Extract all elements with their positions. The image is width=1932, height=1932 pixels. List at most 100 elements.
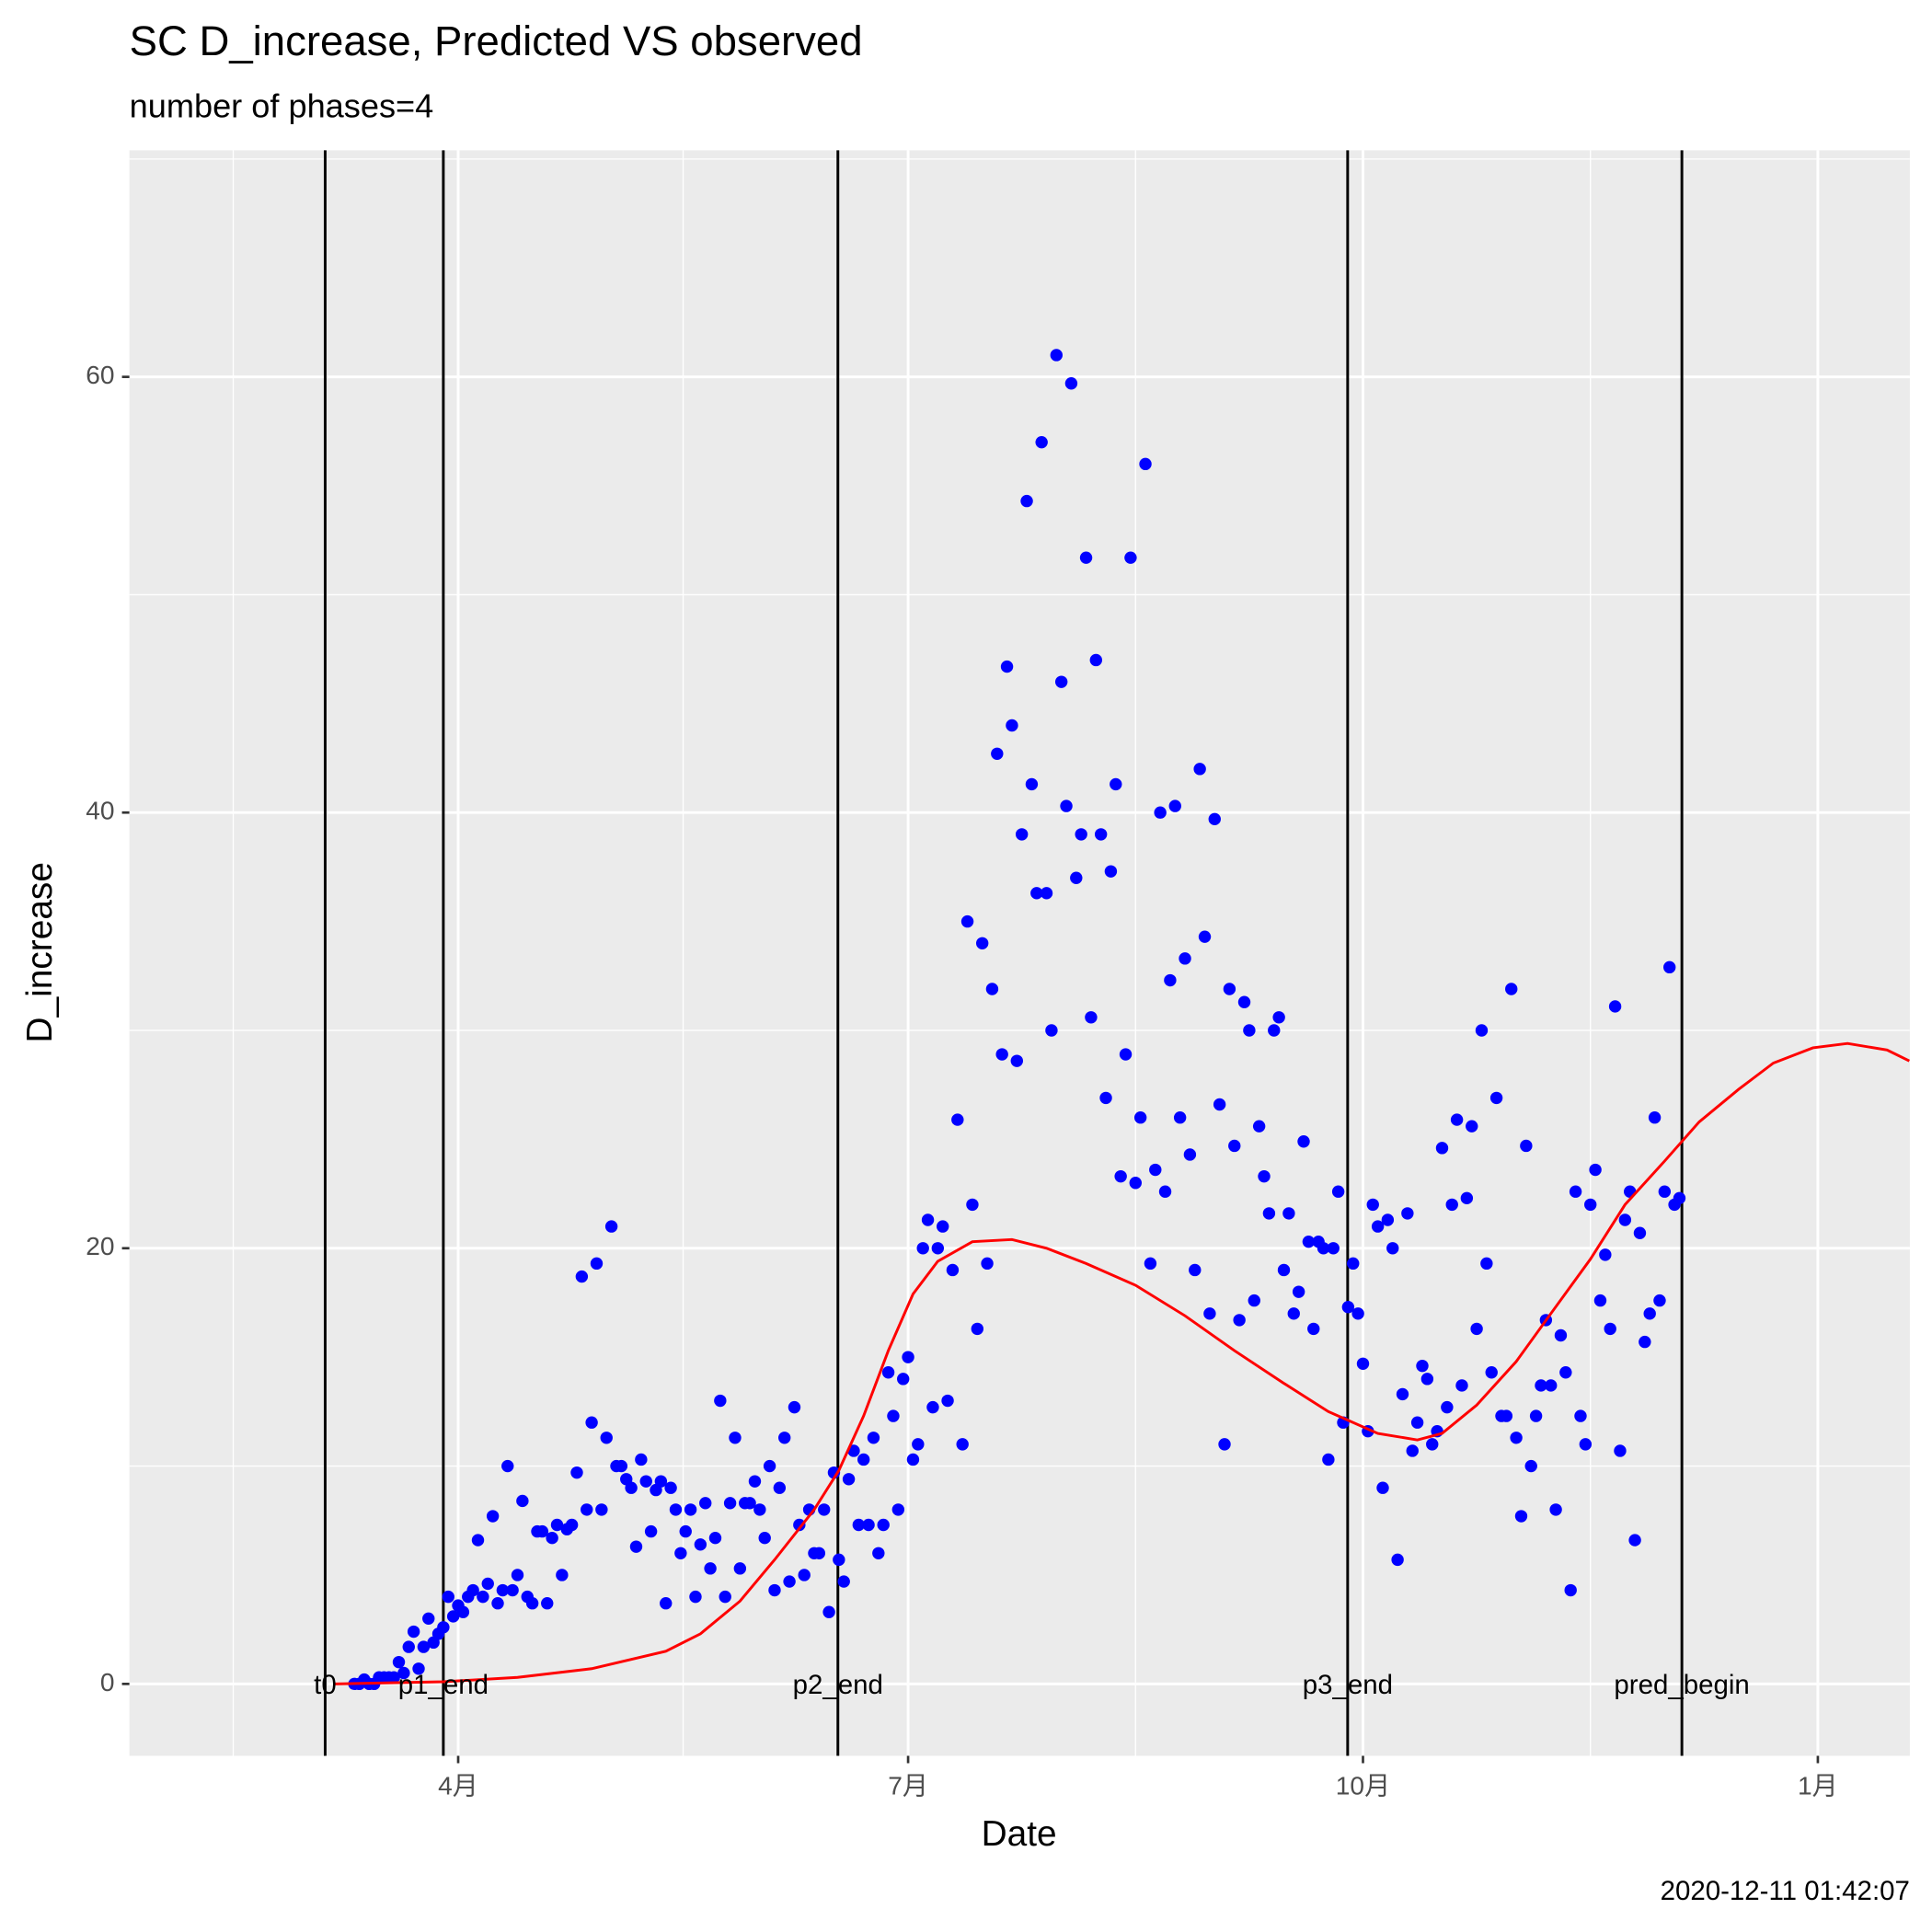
observed-point bbox=[1302, 1235, 1316, 1248]
observed-point bbox=[872, 1547, 885, 1559]
grid bbox=[129, 150, 1910, 1756]
observed-point bbox=[1025, 777, 1039, 791]
observed-point bbox=[960, 914, 974, 928]
observed-point bbox=[1233, 1314, 1246, 1327]
phase-label: p1_end bbox=[398, 1670, 489, 1700]
observed-point bbox=[1139, 457, 1152, 471]
observed-point bbox=[1628, 1534, 1641, 1547]
observed-point bbox=[1124, 551, 1137, 564]
observed-point bbox=[763, 1459, 776, 1473]
observed-point bbox=[887, 1409, 900, 1422]
observed-point bbox=[575, 1270, 589, 1283]
observed-point bbox=[1075, 828, 1087, 841]
observed-point bbox=[1524, 1459, 1537, 1473]
observed-point bbox=[1510, 1432, 1523, 1444]
observed-point bbox=[719, 1590, 731, 1604]
observed-point bbox=[1356, 1357, 1370, 1370]
observed-point bbox=[437, 1621, 450, 1634]
x-tick-label: 7月 bbox=[888, 1772, 928, 1800]
observed-point bbox=[1396, 1387, 1409, 1401]
observed-point bbox=[1470, 1322, 1483, 1336]
observed-point bbox=[1593, 1294, 1607, 1307]
observed-point bbox=[600, 1432, 613, 1444]
observed-point bbox=[1569, 1185, 1582, 1198]
observed-point bbox=[862, 1518, 875, 1532]
observed-point bbox=[1401, 1207, 1414, 1220]
observed-point bbox=[1089, 653, 1102, 667]
observed-point bbox=[1208, 812, 1221, 826]
observed-point bbox=[541, 1597, 554, 1610]
observed-point bbox=[793, 1518, 806, 1532]
observed-point bbox=[881, 1366, 895, 1379]
observed-point bbox=[595, 1503, 608, 1516]
phase-label: p3_end bbox=[1303, 1670, 1393, 1700]
observed-point bbox=[1006, 719, 1018, 732]
y-tick-label: 40 bbox=[86, 797, 114, 825]
observed-point bbox=[916, 1242, 929, 1255]
observed-point bbox=[1406, 1444, 1419, 1457]
observed-point bbox=[975, 937, 989, 949]
observed-point bbox=[1426, 1438, 1439, 1451]
observed-point bbox=[931, 1242, 945, 1255]
observed-point bbox=[971, 1322, 984, 1336]
observed-point bbox=[639, 1475, 652, 1488]
observed-point bbox=[1322, 1453, 1335, 1466]
observed-point bbox=[1549, 1503, 1562, 1516]
observed-point bbox=[1450, 1113, 1464, 1126]
y-tick-label: 60 bbox=[86, 361, 114, 389]
observed-point bbox=[891, 1503, 905, 1516]
observed-point bbox=[1475, 1024, 1489, 1037]
y-tick-label: 20 bbox=[86, 1232, 114, 1260]
observed-point bbox=[1020, 494, 1033, 508]
observed-point bbox=[1258, 1169, 1271, 1183]
observed-point bbox=[1618, 1213, 1632, 1226]
observed-point bbox=[1114, 1169, 1127, 1183]
observed-point bbox=[1164, 973, 1177, 987]
observed-point bbox=[1529, 1409, 1543, 1422]
observed-point bbox=[1168, 799, 1181, 812]
observed-point bbox=[407, 1625, 420, 1639]
observed-point bbox=[981, 1257, 994, 1271]
observed-point bbox=[1193, 763, 1206, 776]
observed-point bbox=[570, 1466, 583, 1479]
observed-point bbox=[1445, 1198, 1458, 1212]
observed-point bbox=[946, 1263, 960, 1277]
observed-point bbox=[615, 1459, 628, 1473]
observed-point bbox=[783, 1575, 796, 1588]
observed-point bbox=[442, 1590, 454, 1604]
observed-point bbox=[926, 1400, 939, 1414]
observed-point bbox=[1262, 1207, 1276, 1220]
observed-point bbox=[660, 1597, 673, 1610]
observed-point bbox=[1535, 1379, 1547, 1392]
observed-point bbox=[1460, 1191, 1474, 1205]
observed-point bbox=[1564, 1583, 1577, 1597]
observed-point bbox=[1351, 1307, 1364, 1320]
observed-point bbox=[446, 1610, 460, 1623]
observed-point bbox=[1228, 1139, 1241, 1153]
observed-point bbox=[556, 1569, 569, 1581]
observed-point bbox=[1277, 1263, 1291, 1277]
observed-point bbox=[412, 1662, 425, 1675]
observed-point bbox=[1015, 828, 1029, 841]
observed-point bbox=[1435, 1142, 1449, 1155]
observed-point bbox=[511, 1569, 524, 1581]
observed-point bbox=[654, 1475, 668, 1488]
observed-point bbox=[1099, 1091, 1112, 1105]
observed-point bbox=[1183, 1148, 1197, 1161]
observed-point bbox=[1599, 1248, 1612, 1261]
observed-point bbox=[1085, 1011, 1098, 1024]
observed-point bbox=[1366, 1198, 1379, 1212]
observed-point bbox=[743, 1497, 756, 1510]
observed-point bbox=[1119, 1048, 1133, 1061]
observed-point bbox=[837, 1575, 850, 1588]
x-tick-label: 10月 bbox=[1336, 1772, 1390, 1800]
observed-point bbox=[1381, 1213, 1395, 1226]
observed-point bbox=[729, 1432, 742, 1444]
chart-subtitle: number of phases=4 bbox=[130, 86, 434, 124]
observed-point bbox=[674, 1547, 687, 1559]
observed-point bbox=[1489, 1091, 1503, 1105]
observed-point bbox=[857, 1453, 870, 1466]
observed-point bbox=[912, 1438, 925, 1451]
observed-point bbox=[1514, 1510, 1528, 1523]
observed-point bbox=[723, 1497, 737, 1510]
